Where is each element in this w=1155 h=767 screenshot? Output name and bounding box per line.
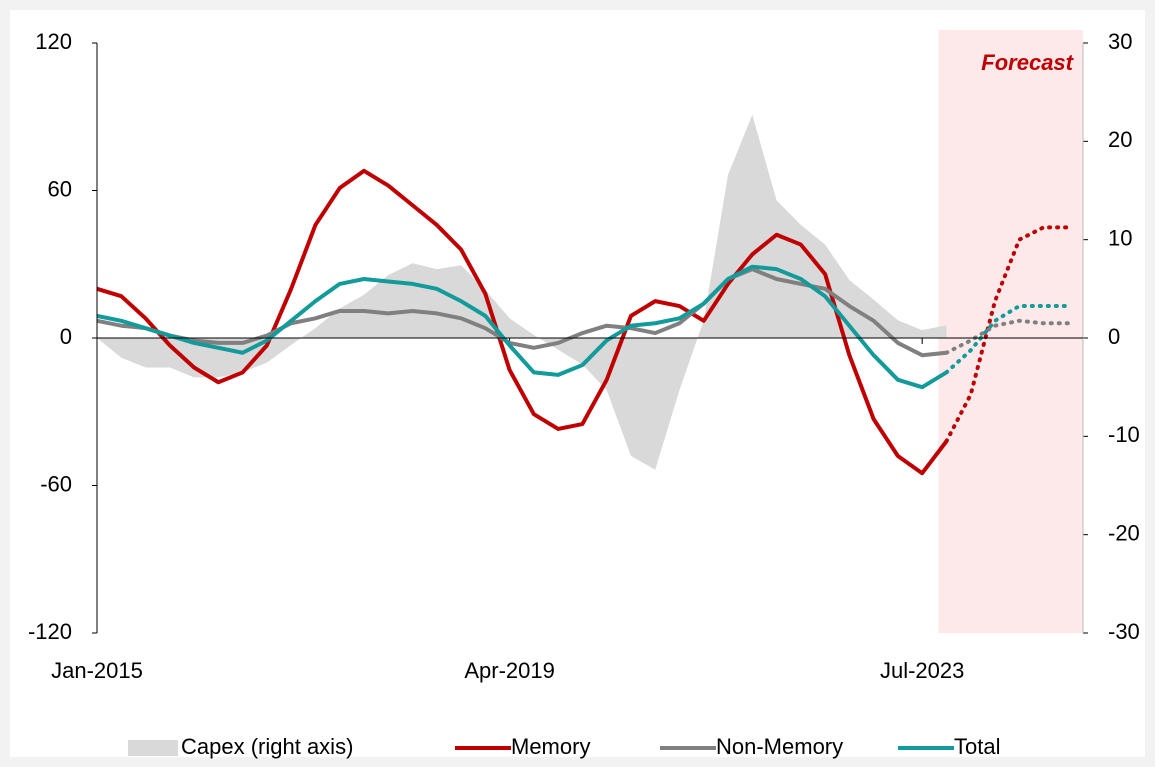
legend-label: Memory <box>511 734 590 759</box>
y2-tick-label: 30 <box>1108 29 1132 54</box>
x-tick-label: Apr-2019 <box>464 658 555 683</box>
y-tick-label: 60 <box>48 176 72 201</box>
x-tick-label: Jul-2023 <box>880 658 964 683</box>
series-line <box>96 168 949 476</box>
y2-tick-label: -20 <box>1108 520 1140 545</box>
y2-tick-label: 0 <box>1108 324 1120 349</box>
y-tick-label: 120 <box>35 29 72 54</box>
y-tick-label: 0 <box>60 324 72 349</box>
forecast-band <box>938 30 1083 633</box>
legend-swatch <box>128 740 178 756</box>
forecast-label: Forecast <box>981 50 1074 75</box>
forecast-line <box>944 304 1070 375</box>
capex-area <box>97 114 947 470</box>
y2-tick-label: 10 <box>1108 225 1132 250</box>
y-tick-label: -120 <box>28 619 72 644</box>
forecast-line <box>944 225 1070 444</box>
forecast-line <box>944 318 1070 355</box>
legend-label: Non-Memory <box>716 734 843 759</box>
y-tick-label: -60 <box>40 471 72 496</box>
series-line <box>96 264 948 390</box>
x-tick-label: Jan-2015 <box>51 658 143 683</box>
y2-tick-label: -10 <box>1108 422 1140 447</box>
series-line <box>96 267 947 358</box>
y2-tick-label: -30 <box>1108 619 1140 644</box>
legend-label: Total <box>954 734 1000 759</box>
y2-tick-label: 20 <box>1108 127 1132 152</box>
legend-label: Capex (right axis) <box>181 734 353 759</box>
